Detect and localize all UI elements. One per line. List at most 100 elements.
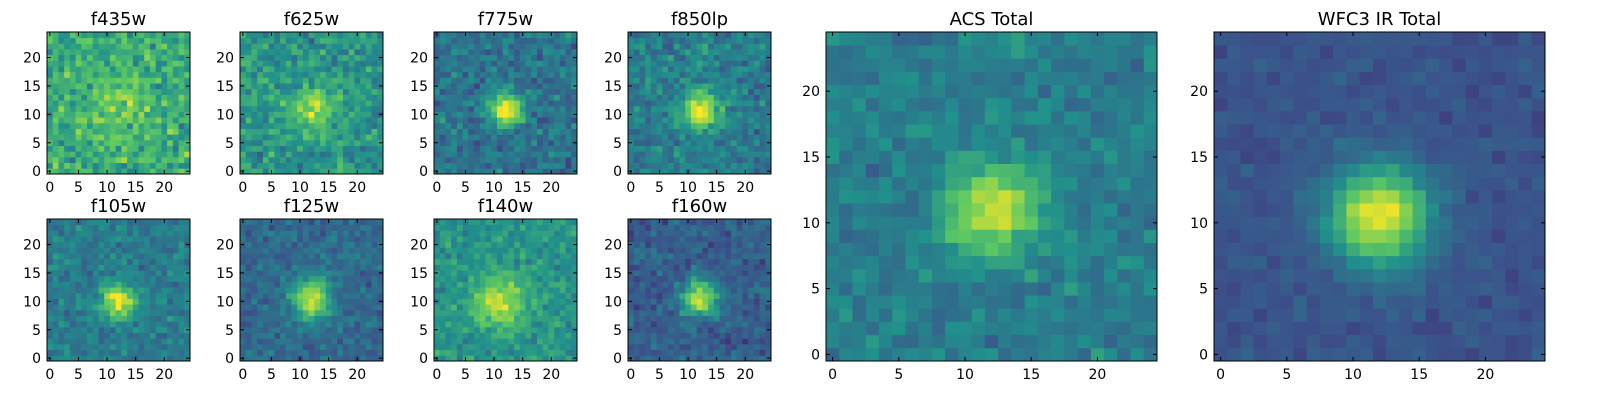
- heatmap-cell: [559, 298, 566, 305]
- heatmap-cell: [633, 298, 640, 305]
- heatmap-cell: [434, 321, 441, 328]
- heatmap-cell: [149, 309, 157, 316]
- heatmap-cell: [668, 145, 675, 152]
- heatmap-cell: [571, 100, 578, 107]
- heatmap-cell: [468, 156, 475, 164]
- heatmap-cell: [474, 111, 481, 118]
- heatmap-cell: [554, 162, 561, 169]
- heatmap-cell: [354, 343, 361, 351]
- heatmap-cell: [679, 60, 686, 67]
- heatmap-cell: [302, 349, 310, 356]
- heatmap-cell: [274, 230, 281, 237]
- heatmap-cell: [685, 128, 692, 135]
- heatmap-cell: [673, 49, 680, 56]
- heatmap-cell: [155, 338, 162, 345]
- heatmap-cell: [765, 105, 772, 112]
- heatmap-cell: [434, 264, 441, 271]
- heatmap-cell: [542, 321, 549, 328]
- heatmap-cell: [337, 156, 344, 164]
- heatmap-cell: [508, 219, 515, 226]
- heatmap-cell: [172, 162, 179, 169]
- heatmap-cell: [696, 281, 703, 288]
- heatmap-cell: [360, 49, 367, 56]
- heatmap-cell: [679, 270, 686, 277]
- heatmap-cell: [240, 287, 247, 294]
- heatmap-cell: [434, 117, 441, 124]
- heatmap-cell: [639, 338, 646, 345]
- y-tick-label: 20: [23, 238, 41, 254]
- heatmap-cell: [240, 88, 247, 95]
- heatmap-cell: [668, 122, 675, 129]
- heatmap-cell: [115, 94, 122, 101]
- heatmap-cell: [474, 326, 481, 333]
- heatmap-cell: [650, 66, 657, 73]
- heatmap-cell: [365, 71, 372, 78]
- heatmap-cell: [245, 321, 252, 328]
- heatmap-cell: [274, 264, 281, 271]
- heatmap-cell: [639, 270, 646, 277]
- heatmap-cell: [262, 315, 269, 322]
- heatmap-cell: [519, 156, 526, 164]
- heatmap-cell: [285, 355, 292, 362]
- heatmap-cell: [485, 281, 492, 288]
- heatmap-cell: [548, 66, 555, 73]
- heatmap-cell: [245, 54, 252, 61]
- heatmap-cell: [297, 326, 304, 333]
- heatmap-cell: [280, 32, 287, 39]
- heatmap-cell: [536, 258, 544, 265]
- heatmap-cell: [98, 32, 105, 39]
- heatmap-cell: [668, 105, 675, 112]
- heatmap-cell: [342, 338, 350, 345]
- heatmap-cell: [468, 292, 475, 299]
- heatmap-cell: [320, 168, 327, 175]
- heatmap-cell: [531, 343, 538, 351]
- heatmap-cell: [491, 88, 498, 95]
- heatmap-cell: [360, 77, 367, 84]
- heatmap-cell: [280, 83, 287, 90]
- heatmap-cell: [456, 128, 463, 135]
- heatmap-cell: [354, 270, 361, 277]
- heatmap-cell: [765, 315, 772, 322]
- heatmap-cell: [536, 298, 544, 305]
- heatmap-cell: [662, 32, 669, 39]
- heatmap-cell: [371, 128, 378, 135]
- heatmap-cell: [155, 309, 162, 316]
- heatmap-cell: [673, 292, 680, 299]
- heatmap-cell: [155, 117, 162, 124]
- heatmap-cell: [81, 122, 88, 129]
- heatmap-cell: [360, 128, 367, 135]
- heatmap-cell: [491, 349, 498, 356]
- heatmap-cell: [690, 298, 698, 305]
- heatmap-cell: [302, 168, 310, 175]
- heatmap-cell: [280, 60, 287, 67]
- heatmap-cell: [650, 128, 657, 135]
- heatmap-cell: [748, 298, 755, 305]
- heatmap-cell: [502, 37, 509, 44]
- heatmap-cell: [320, 355, 327, 362]
- heatmap-cell: [765, 145, 772, 152]
- heatmap-cell: [650, 139, 657, 146]
- heatmap-cell: [161, 247, 168, 254]
- heatmap-cell: [713, 94, 720, 101]
- heatmap-cell: [98, 49, 105, 56]
- heatmap-cell: [127, 332, 134, 339]
- heatmap-cell: [308, 134, 315, 141]
- heatmap-cell: [75, 151, 82, 158]
- heatmap-cell: [365, 128, 372, 135]
- heatmap-cell: [104, 94, 111, 101]
- heatmap-cell: [445, 304, 452, 311]
- heatmap-cell: [456, 281, 463, 288]
- heatmap-cell: [650, 315, 657, 322]
- heatmap-cell: [713, 122, 720, 129]
- heatmap-cell: [251, 230, 258, 237]
- heatmap-cell: [81, 343, 88, 351]
- heatmap-cell: [565, 264, 572, 271]
- heatmap-cell: [149, 71, 157, 78]
- heatmap-cell: [69, 156, 76, 164]
- heatmap-cell: [725, 281, 732, 288]
- heatmap-cell: [696, 60, 703, 67]
- heatmap-cell: [702, 298, 709, 305]
- heatmap-cell: [109, 309, 117, 316]
- heatmap-cell: [144, 247, 151, 254]
- heatmap-cell: [87, 145, 94, 152]
